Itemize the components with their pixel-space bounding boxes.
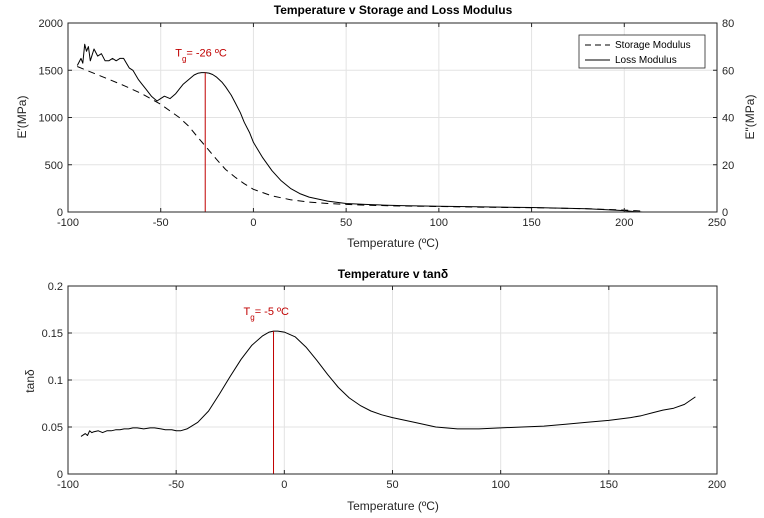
y-tick-label: 0 (57, 469, 63, 481)
tg-label-prefix: T (244, 306, 251, 318)
series-line-2 (76, 43, 643, 213)
y-tick-label: 0 (57, 207, 63, 219)
x-tick-label: 50 (386, 479, 398, 491)
y-tick-label: 0.2 (48, 281, 63, 293)
x-tick-label: -100 (57, 479, 79, 491)
x-tick-label: -50 (153, 217, 169, 229)
series-line-1 (80, 330, 696, 437)
y-tick-label: 0.1 (48, 375, 63, 387)
y-tick-label: 0.15 (42, 328, 63, 340)
y-tick-label: 500 (45, 160, 63, 172)
tandelta-chart: Temperature v tanδ Tg= -5 ºC -100 -50 0 50 1… (23, 267, 726, 513)
x-tick-label: 150 (522, 217, 540, 229)
modulus-chart-y-ticks: 0 500 1000 1500 2000 (39, 18, 72, 219)
modulus-chart-annotation: Tg= -26 ºC (175, 48, 227, 212)
tg-label-text: = -26 ºC (186, 48, 226, 60)
legend-loss-label: Loss Modulus (615, 55, 677, 66)
modulus-chart-legend: Storage Modulus Loss Modulus (578, 34, 706, 69)
tg-label: Tg= -26 ºC (175, 48, 227, 64)
legend-box (578, 34, 706, 69)
y2-tick-label: 0 (722, 207, 728, 219)
x-tick-label: 0 (281, 479, 287, 491)
tg-label-subscript: g (250, 313, 254, 322)
tandelta-chart-series (80, 330, 696, 437)
modulus-chart-y2-ticks: 0 20 40 60 80 (713, 18, 734, 219)
y-tick-label: 1000 (39, 113, 63, 125)
x-tick-label: -50 (168, 479, 184, 491)
modulus-chart-y2-axis-label: E"(MPa) (743, 95, 757, 140)
tandelta-chart-x-axis-label: Temperature (ºC) (347, 499, 439, 513)
modulus-chart: Temperature v Storage and Loss Modulus T… (15, 3, 757, 250)
x-tick-label: 50 (340, 217, 352, 229)
x-tick-label: 100 (430, 217, 448, 229)
x-tick-label: 0 (250, 217, 256, 229)
y2-tick-label: 60 (722, 65, 734, 77)
x-tick-label: 250 (708, 217, 726, 229)
modulus-chart-x-ticks: -100 -50 0 50 100 150 200 250 (57, 23, 726, 229)
tandelta-chart-annotation: Tg= -5 ºC (244, 306, 290, 474)
tandelta-chart-x-ticks: -100 -50 0 50 100 150 200 (57, 286, 726, 491)
modulus-chart-x-axis-label: Temperature (ºC) (347, 236, 439, 250)
y2-tick-label: 20 (722, 160, 734, 172)
x-tick-label: 200 (615, 217, 633, 229)
tg-label: Tg= -5 ºC (244, 306, 290, 322)
tandelta-chart-y-ticks: 0 0.05 0.1 0.15 0.2 (42, 281, 717, 481)
tandelta-chart-title: Temperature v tanδ (338, 267, 448, 281)
x-tick-label: 200 (708, 479, 726, 491)
x-tick-label: -100 (57, 217, 79, 229)
y-tick-label: 0.05 (42, 422, 63, 434)
tg-label-prefix: T (175, 48, 182, 60)
tg-label-text: = -5 ºC (255, 306, 289, 318)
y2-tick-label: 80 (722, 18, 734, 30)
tg-label-subscript: g (182, 54, 186, 63)
y-tick-label: 2000 (39, 18, 63, 30)
x-tick-label: 100 (491, 479, 509, 491)
tandelta-chart-y-axis-label: tanδ (23, 369, 37, 393)
modulus-chart-y-axis-label: E'(MPa) (15, 96, 29, 139)
modulus-chart-title: Temperature v Storage and Loss Modulus (274, 3, 513, 17)
legend-storage-label: Storage Modulus (615, 40, 691, 51)
x-tick-label: 150 (600, 479, 618, 491)
modulus-chart-series (76, 43, 643, 213)
y-tick-label: 1500 (39, 65, 63, 77)
y2-tick-label: 40 (722, 113, 734, 125)
